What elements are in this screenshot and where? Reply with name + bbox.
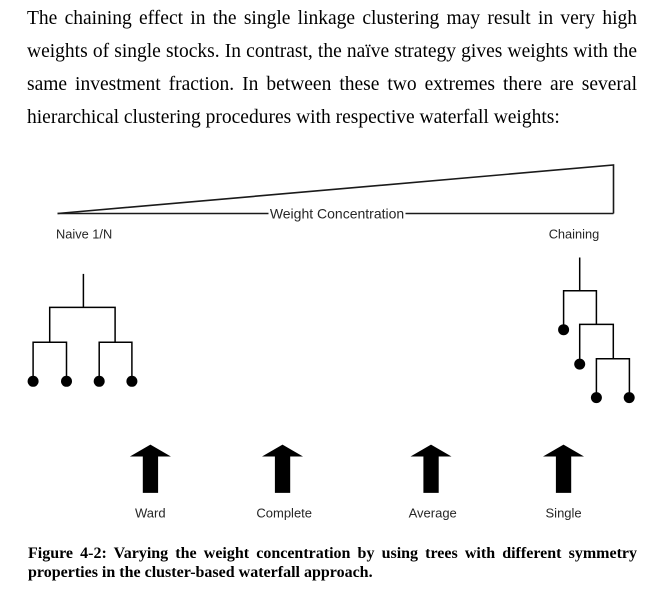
svg-text:Naive 1/N: Naive 1/N xyxy=(56,227,112,242)
svg-text:Single: Single xyxy=(546,506,582,521)
svg-text:Complete: Complete xyxy=(256,506,312,521)
svg-text:Chaining: Chaining xyxy=(549,227,600,242)
svg-text:Weight Concentration: Weight Concentration xyxy=(270,206,404,222)
svg-text:Average: Average xyxy=(409,506,457,521)
svg-text:Ward: Ward xyxy=(135,506,166,521)
